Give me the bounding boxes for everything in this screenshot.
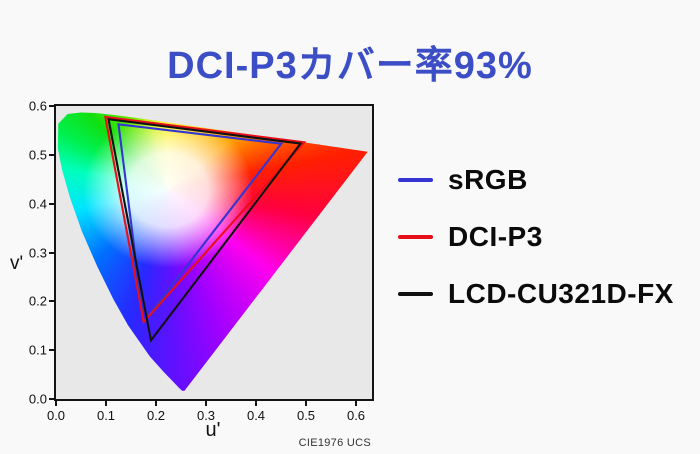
y-tick-mark <box>49 251 54 254</box>
legend-label: LCD-CU321D-FX <box>448 278 674 309</box>
x-tick-mark <box>355 401 357 406</box>
legend-line-icon <box>398 178 433 182</box>
gamut-triangles <box>104 115 307 343</box>
x-tick-label: 0.6 <box>346 408 366 423</box>
gamut-triangle-dci-p3 <box>104 115 307 325</box>
x-axis-label: u' <box>205 419 221 441</box>
y-tick-label: 0.2 <box>28 293 47 309</box>
y-tick-mark <box>49 153 54 156</box>
x-tick-label: 0.0 <box>46 408 66 423</box>
legend-item-srgb: sRGB <box>398 164 674 196</box>
x-tick-mark <box>105 401 107 406</box>
y-tick-label: 0.0 <box>28 391 47 407</box>
legend-line-icon <box>398 235 433 239</box>
gamut-triangle-srgb <box>117 123 284 325</box>
y-tick-mark <box>49 300 54 303</box>
legend-line-icon <box>398 292 433 296</box>
y-axis-label: v' <box>10 253 24 274</box>
y-tick-label: 0.3 <box>28 245 47 260</box>
y-tick-mark <box>49 398 54 400</box>
x-tick-label: 0.5 <box>296 408 316 423</box>
x-tick-mark <box>55 401 57 406</box>
x-tick-label: 0.4 <box>246 408 266 423</box>
page-title: DCI-P3カバー率93% <box>167 45 533 87</box>
y-tick-mark <box>49 349 54 352</box>
y-tick-mark <box>49 105 54 107</box>
chromaticity-chart: v' u' CIE1976 UCS 0.0 0.1 0.2 0.3 0.4 0.5 0.6 … <box>10 99 374 449</box>
legend-label: DCI-P3 <box>448 221 543 252</box>
legend-item-lcd-cu321d-fx: LCD-CU321D-FX <box>398 278 674 310</box>
chart-caption: CIE1976 UCS <box>298 437 371 449</box>
y-tick-label: 0.1 <box>28 342 47 358</box>
legend-item-dci-p3: DCI-P3 <box>398 221 674 253</box>
y-tick-label: 0.6 <box>28 98 47 114</box>
gamut-triangle-lcd-cu321d-fx <box>107 117 303 343</box>
x-tick-label: 0.2 <box>146 408 166 423</box>
legend: sRGB DCI-P3 LCD-CU321D-FX <box>398 164 674 335</box>
y-tick-label: 0.5 <box>28 147 47 163</box>
x-tick-label: 0.1 <box>96 408 116 423</box>
x-tick-label: 0.3 <box>196 408 216 423</box>
x-tick-mark <box>155 401 157 406</box>
y-tick-label: 0.4 <box>28 196 47 212</box>
legend-label: sRGB <box>448 164 528 195</box>
x-tick-mark <box>305 401 307 406</box>
x-tick-mark <box>205 401 207 406</box>
x-tick-mark <box>255 401 257 406</box>
y-tick-mark <box>49 202 54 205</box>
